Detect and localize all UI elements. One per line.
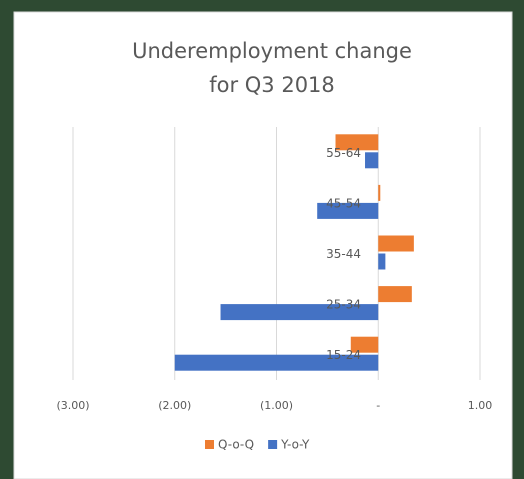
x-tick-label: (1.00): [260, 399, 293, 412]
y-tick-label: 35-44: [326, 247, 361, 261]
bar: [174, 354, 379, 371]
chart-area: [13, 11, 513, 479]
bar: [378, 253, 386, 270]
bar: [220, 304, 379, 321]
bar: [365, 152, 379, 169]
legend-label: Q-o-Q: [218, 438, 254, 452]
y-tick-label: 25-34: [326, 298, 361, 312]
chart-title: for Q3 2018: [209, 73, 335, 97]
y-tick-label: 15-24: [326, 348, 361, 362]
bar: [378, 286, 412, 303]
x-tick-label: 1.00: [468, 399, 493, 412]
legend-swatch: [268, 440, 278, 449]
bar: [350, 336, 379, 353]
bar: [317, 202, 379, 219]
legend-swatch: [205, 440, 214, 449]
x-tick-label: (3.00): [56, 399, 89, 412]
bar: [335, 134, 379, 151]
bar: [378, 184, 381, 201]
y-tick-label: 55-64: [326, 146, 361, 160]
x-tick-label: (2.00): [158, 399, 191, 412]
chart-title: Underemployment change: [132, 39, 412, 63]
bar: [378, 235, 414, 252]
legend-label: Y-o-Y: [280, 438, 310, 452]
y-tick-label: 45-54: [326, 196, 361, 210]
x-tick-label: -: [376, 399, 380, 412]
